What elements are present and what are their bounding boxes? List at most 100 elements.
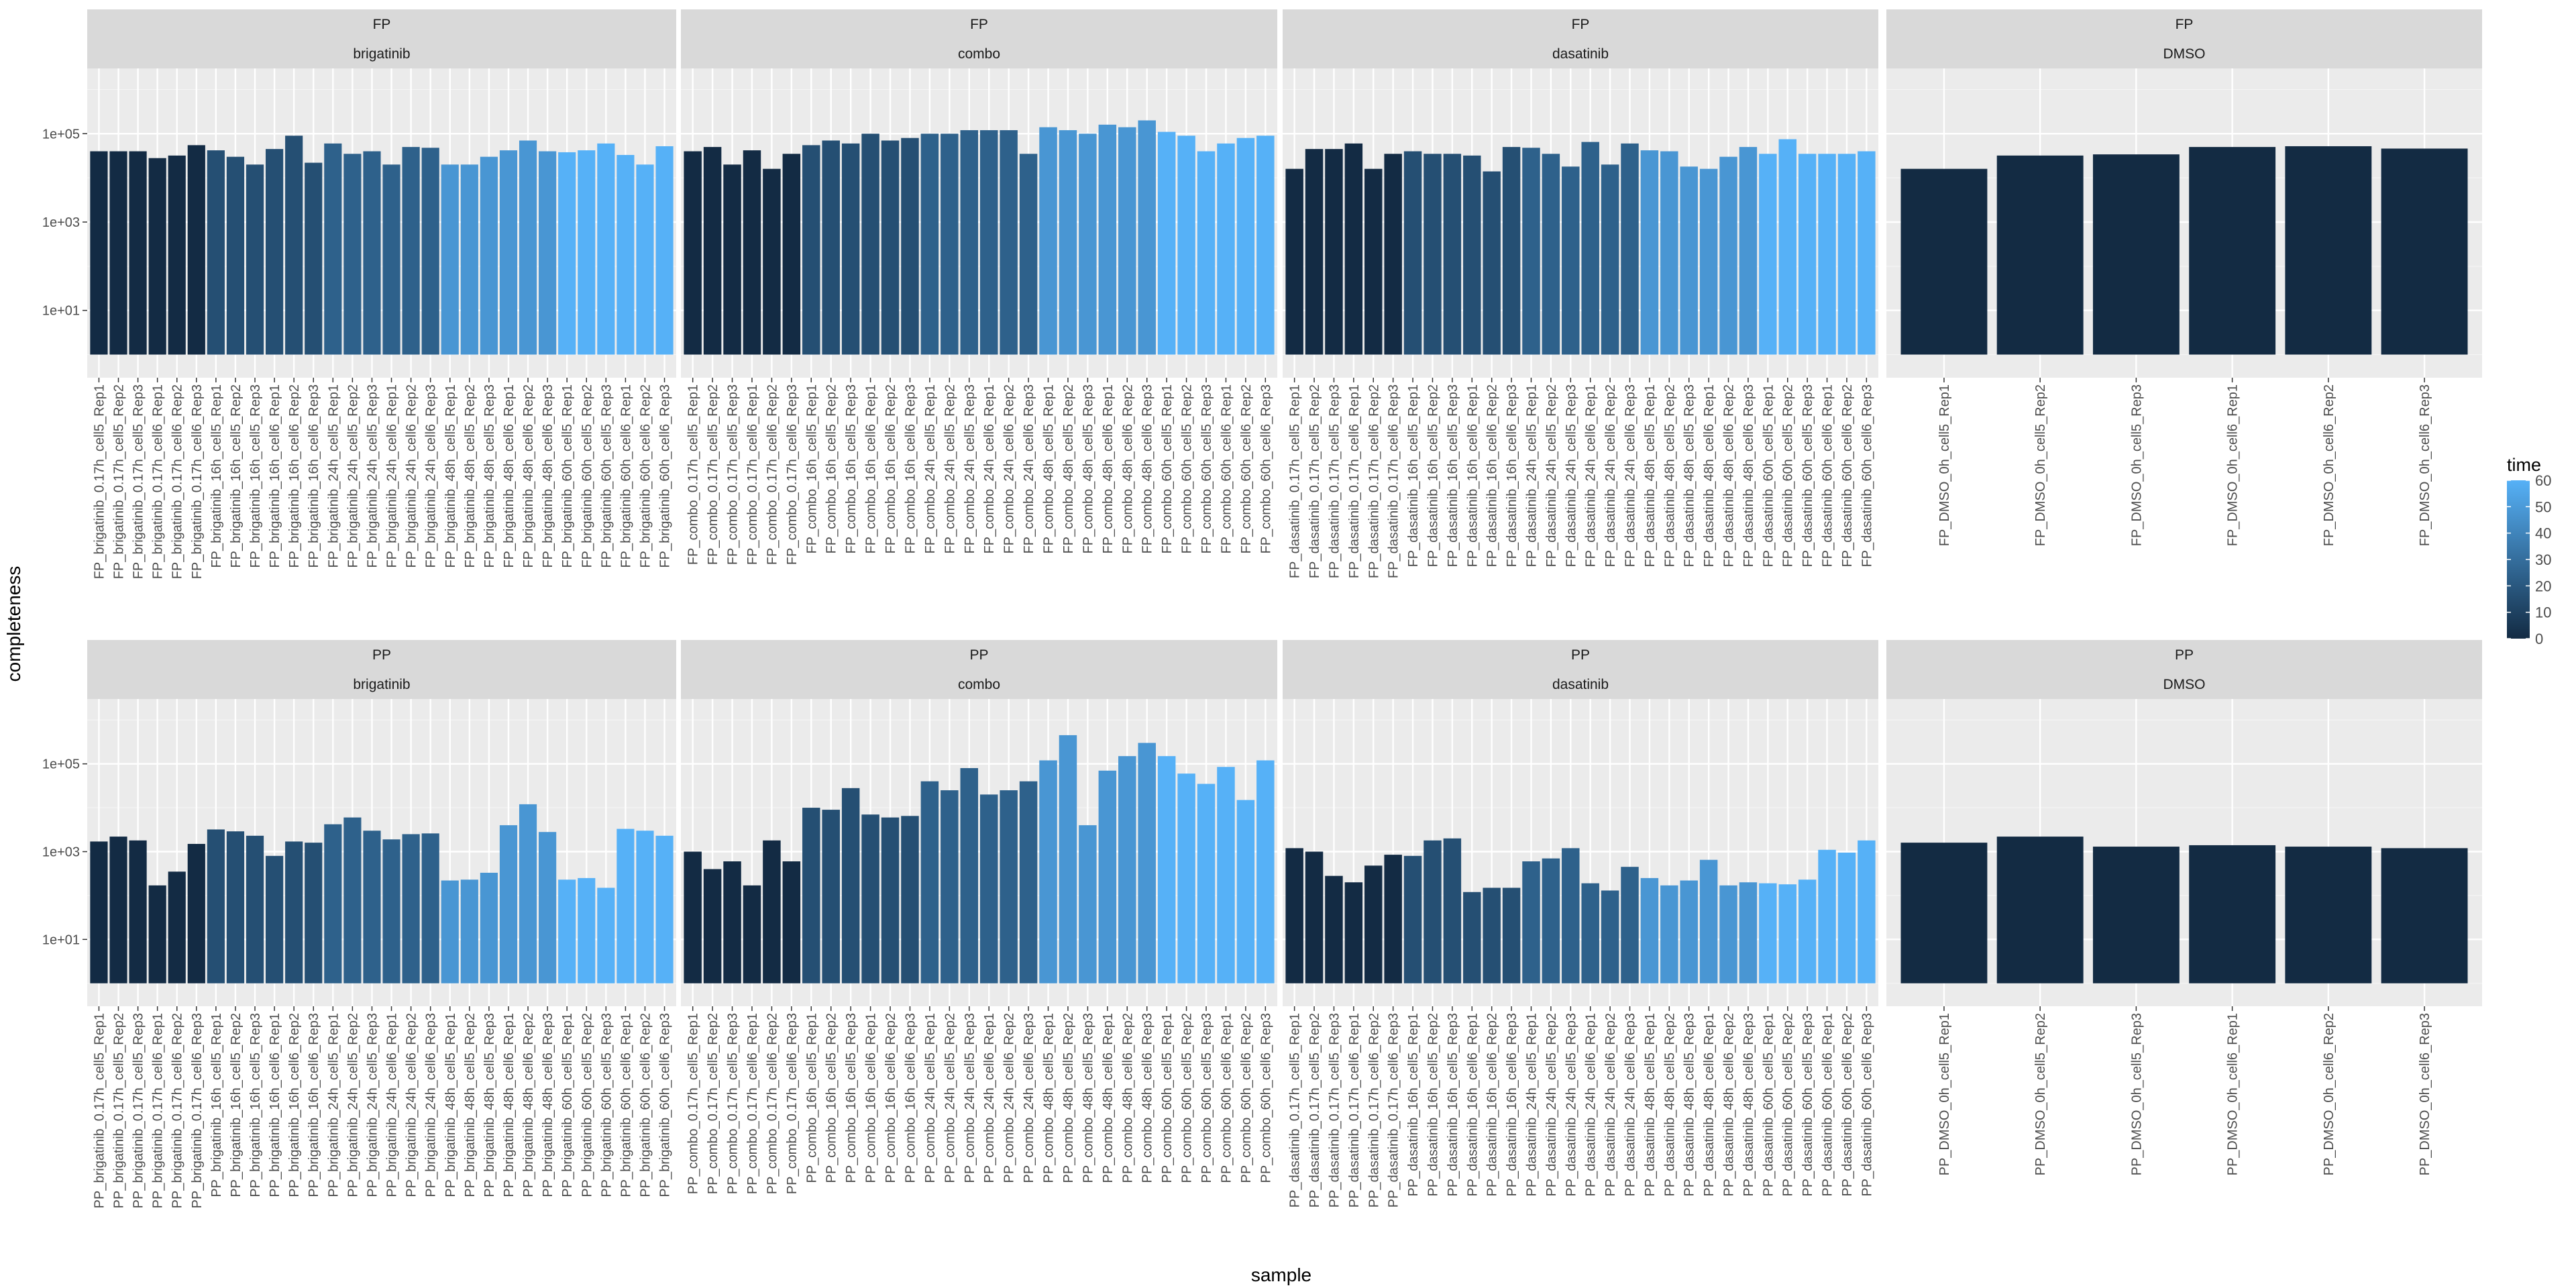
x-tick-label: PP_dasatinib_60h_cell5_Rep1 [1761,1013,1776,1197]
y-tick-label: 1e+01 [42,304,80,319]
bar [1217,767,1235,983]
x-tick-label: FP_dasatinib_24h_cell5_Rep1 [1524,384,1539,567]
bar [1285,848,1303,983]
x-tick-label: FP_brigatinib_48h_cell6_Rep2 [521,384,536,568]
x-tick-label: PP_dasatinib_60h_cell6_Rep2 [1840,1013,1855,1197]
bar [901,816,919,983]
bar [1059,130,1077,355]
x-tick-label: PP_brigatinib_16h_cell6_Rep1 [268,1013,282,1197]
bar [960,130,979,355]
x-tick-label: PP_brigatinib_0.17h_cell6_Rep1 [151,1013,166,1208]
x-tick-label: FP_combo_16h_cell6_Rep3 [903,384,918,553]
x-tick-label: FP_brigatinib_60h_cell5_Rep1 [560,384,575,568]
x-tick-label: FP_brigatinib_0.17h_cell6_Rep3 [190,384,205,579]
bar [941,133,959,355]
x-tick-label: FP_brigatinib_48h_cell5_Rep3 [482,384,497,568]
bar [1157,756,1176,983]
x-tick-label: PP_combo_0.17h_cell5_Rep1 [686,1013,701,1194]
x-tick-label: PP_DMSO_0h_cell5_Rep1 [1937,1013,1952,1175]
x-tick-label: FP_brigatinib_24h_cell6_Rep3 [424,384,439,568]
bar [1256,760,1275,983]
bar [460,879,478,983]
x-tick-label: PP_dasatinib_24h_cell5_Rep1 [1524,1013,1539,1197]
x-tick-label: FP_dasatinib_48h_cell5_Rep1 [1643,384,1658,567]
bar [597,143,615,355]
x-tick-label: PP_DMSO_0h_cell5_Rep2 [2033,1013,2048,1175]
bar [861,814,879,983]
x-tick-label: PP_brigatinib_0.17h_cell6_Rep3 [190,1013,205,1208]
bar [1079,825,1097,983]
bar [2285,847,2372,983]
bar [1562,166,1580,355]
bar [1138,120,1156,355]
facet-strip-row [87,640,676,669]
bar [684,851,702,983]
bar [1079,133,1097,355]
bar [1019,781,1038,983]
bar [782,861,801,983]
x-tick-label: FP_brigatinib_24h_cell5_Rep3 [365,384,380,568]
x-tick-label: PP_dasatinib_16h_cell6_Rep2 [1485,1013,1500,1197]
bar [1798,154,1817,355]
x-tick-label: FP_combo_48h_cell6_Rep3 [1140,384,1155,553]
x-tick-label: PP_dasatinib_60h_cell5_Rep2 [1781,1013,1796,1197]
bar [979,130,998,355]
bar [1118,756,1136,983]
x-tick-label: FP_combo_24h_cell6_Rep2 [1002,384,1017,553]
facet-strip-row-label: PP [2175,647,2194,663]
bar [941,790,959,983]
bar [2189,845,2276,983]
legend-label: 10 [2535,604,2551,621]
x-tick-label: FP_dasatinib_24h_cell6_Rep3 [1623,384,1638,567]
x-tick-label: PP_dasatinib_60h_cell6_Rep3 [1860,1013,1874,1197]
bar [1384,855,1402,983]
y-tick-label: 1e+05 [42,757,80,772]
facet-strip-row [1886,9,2482,39]
facet-strip-col [87,39,676,68]
bar [305,843,323,983]
x-tick-label: PP_combo_0.17h_cell6_Rep2 [765,1013,780,1194]
x-tick-label: FP_combo_0.17h_cell6_Rep2 [765,384,780,565]
bar [1680,880,1698,983]
x-tick-label: FP_dasatinib_60h_cell6_Rep1 [1821,384,1835,567]
bar [382,839,400,983]
bar [743,885,761,983]
legend-label: 50 [2535,498,2551,515]
bar [1837,852,1856,983]
bar [1502,147,1521,355]
bar [1818,154,1836,355]
x-tick-label: PP_combo_60h_cell5_Rep2 [1180,1013,1195,1183]
bar [1660,885,1678,983]
x-tick-label: PP_combo_16h_cell5_Rep1 [804,1013,819,1183]
facet-strip-col-label: DMSO [2163,46,2206,62]
bar [802,808,820,983]
bar [168,871,186,983]
facet-strip-row-label: FP [1572,17,1590,32]
legend-label: 20 [2535,578,2551,594]
x-tick-label: FP_brigatinib_48h_cell6_Rep3 [541,384,555,568]
y-axis-title: completeness [3,566,24,682]
x-tick-label: PP_combo_48h_cell5_Rep1 [1042,1013,1057,1183]
x-tick-label: FP_brigatinib_0.17h_cell5_Rep3 [131,384,146,579]
bar [1778,884,1796,983]
bar [822,810,840,983]
bar [1798,879,1817,983]
bar [305,162,323,355]
bar [1364,168,1383,355]
x-tick-label: PP_brigatinib_48h_cell5_Rep1 [443,1013,458,1197]
facet-strip-col [1886,39,2482,68]
bar [723,861,741,983]
bar [1403,855,1422,983]
bar [920,133,939,355]
x-tick-label: PP_combo_16h_cell5_Rep3 [844,1013,859,1183]
bar [324,143,342,355]
x-tick-label: FP_brigatinib_48h_cell5_Rep2 [463,384,478,568]
x-tick-label: PP_dasatinib_0.17h_cell6_Rep1 [1347,1013,1362,1208]
x-tick-label: FP_brigatinib_16h_cell5_Rep3 [248,384,263,568]
bar [1177,773,1195,983]
bar [285,136,303,355]
bar [246,164,264,355]
bar [1601,164,1619,355]
x-tick-label: PP_brigatinib_60h_cell5_Rep3 [599,1013,614,1197]
x-tick-label: FP_dasatinib_24h_cell6_Rep1 [1584,384,1599,567]
